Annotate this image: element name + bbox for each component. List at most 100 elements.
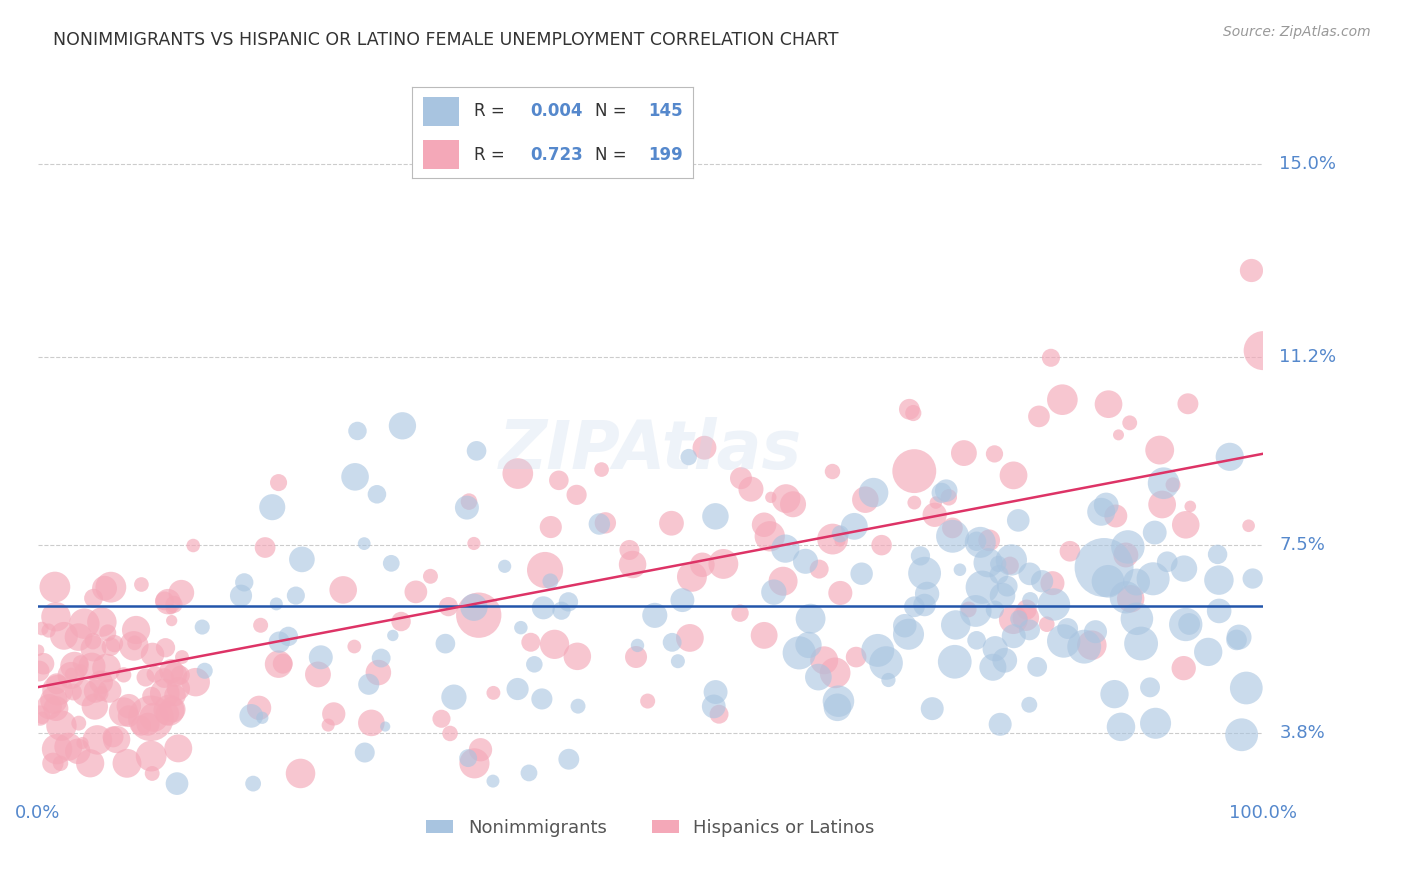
Point	[637, 694, 659, 708]
Point	[1081, 638, 1104, 652]
Point	[567, 699, 589, 714]
Point	[1043, 598, 1066, 612]
Point	[157, 703, 180, 717]
Point	[249, 618, 271, 632]
Point	[800, 612, 823, 626]
Point	[984, 641, 1007, 656]
Point	[101, 730, 124, 744]
Point	[853, 492, 876, 507]
Text: 3.8%: 3.8%	[1279, 723, 1324, 742]
Point	[131, 577, 153, 591]
Point	[998, 558, 1021, 573]
Point	[229, 589, 252, 603]
Point	[758, 529, 780, 543]
Point	[875, 656, 897, 670]
Point	[938, 491, 960, 505]
Legend: Nonimmigrants, Hispanics or Latinos: Nonimmigrants, Hispanics or Latinos	[419, 812, 882, 844]
Point	[1019, 593, 1042, 607]
Point	[155, 640, 177, 655]
Point	[143, 667, 166, 681]
Point	[921, 701, 943, 715]
Point	[262, 500, 284, 515]
Point	[1144, 716, 1167, 731]
Point	[1149, 443, 1171, 458]
Point	[894, 618, 917, 632]
Point	[112, 705, 135, 719]
Point	[60, 667, 83, 681]
Point	[591, 462, 613, 476]
Point	[1002, 468, 1025, 483]
Point	[987, 557, 1010, 571]
Point	[972, 580, 994, 594]
Point	[170, 650, 193, 665]
Point	[463, 756, 485, 771]
Point	[965, 604, 987, 618]
Point	[679, 631, 702, 645]
Point	[434, 637, 457, 651]
Point	[266, 597, 288, 611]
Point	[1108, 428, 1130, 442]
Point	[118, 699, 141, 714]
Text: 7.5%: 7.5%	[1279, 536, 1326, 554]
Point	[45, 609, 67, 624]
Point	[897, 627, 920, 641]
Point	[1156, 555, 1178, 569]
Point	[353, 746, 375, 760]
Point	[925, 495, 948, 509]
Point	[821, 532, 844, 546]
Point	[1039, 351, 1062, 365]
Point	[1125, 575, 1147, 590]
Point	[752, 517, 775, 532]
Point	[994, 653, 1017, 667]
Point	[166, 776, 188, 790]
Point	[51, 719, 73, 733]
Point	[267, 657, 290, 672]
Point	[322, 706, 344, 721]
Point	[45, 677, 67, 691]
Point	[827, 700, 849, 714]
Text: ZIPAtlas: ZIPAtlas	[499, 417, 803, 483]
Point	[1118, 416, 1140, 430]
Point	[90, 675, 112, 690]
Point	[830, 586, 852, 600]
Point	[79, 756, 101, 771]
Point	[977, 556, 1000, 570]
Point	[156, 706, 179, 721]
Point	[170, 585, 193, 599]
Point	[740, 482, 762, 496]
Point	[995, 579, 1018, 593]
Point	[252, 711, 274, 725]
Point	[957, 602, 980, 616]
Point	[941, 529, 963, 543]
Point	[621, 558, 644, 572]
Point	[391, 418, 413, 433]
Point	[821, 465, 844, 479]
Point	[704, 509, 727, 524]
Point	[711, 557, 734, 571]
Point	[752, 628, 775, 642]
Point	[924, 508, 946, 522]
Point	[1225, 632, 1247, 647]
Point	[914, 566, 936, 581]
Point	[807, 670, 830, 684]
Point	[1097, 574, 1119, 589]
Point	[1026, 660, 1049, 674]
Point	[360, 715, 382, 730]
Point	[1177, 397, 1199, 411]
Point	[915, 587, 938, 601]
Point	[430, 712, 453, 726]
Point	[346, 424, 368, 438]
Point	[808, 562, 831, 576]
Point	[1053, 634, 1076, 648]
Point	[1178, 617, 1201, 632]
Point	[966, 534, 988, 549]
Point	[538, 574, 561, 589]
Point	[557, 595, 579, 609]
Point	[86, 732, 108, 747]
Point	[953, 446, 976, 460]
Point	[67, 630, 90, 644]
Point	[380, 557, 402, 571]
Point	[1115, 548, 1137, 562]
Point	[1237, 518, 1260, 533]
Point	[851, 566, 873, 581]
